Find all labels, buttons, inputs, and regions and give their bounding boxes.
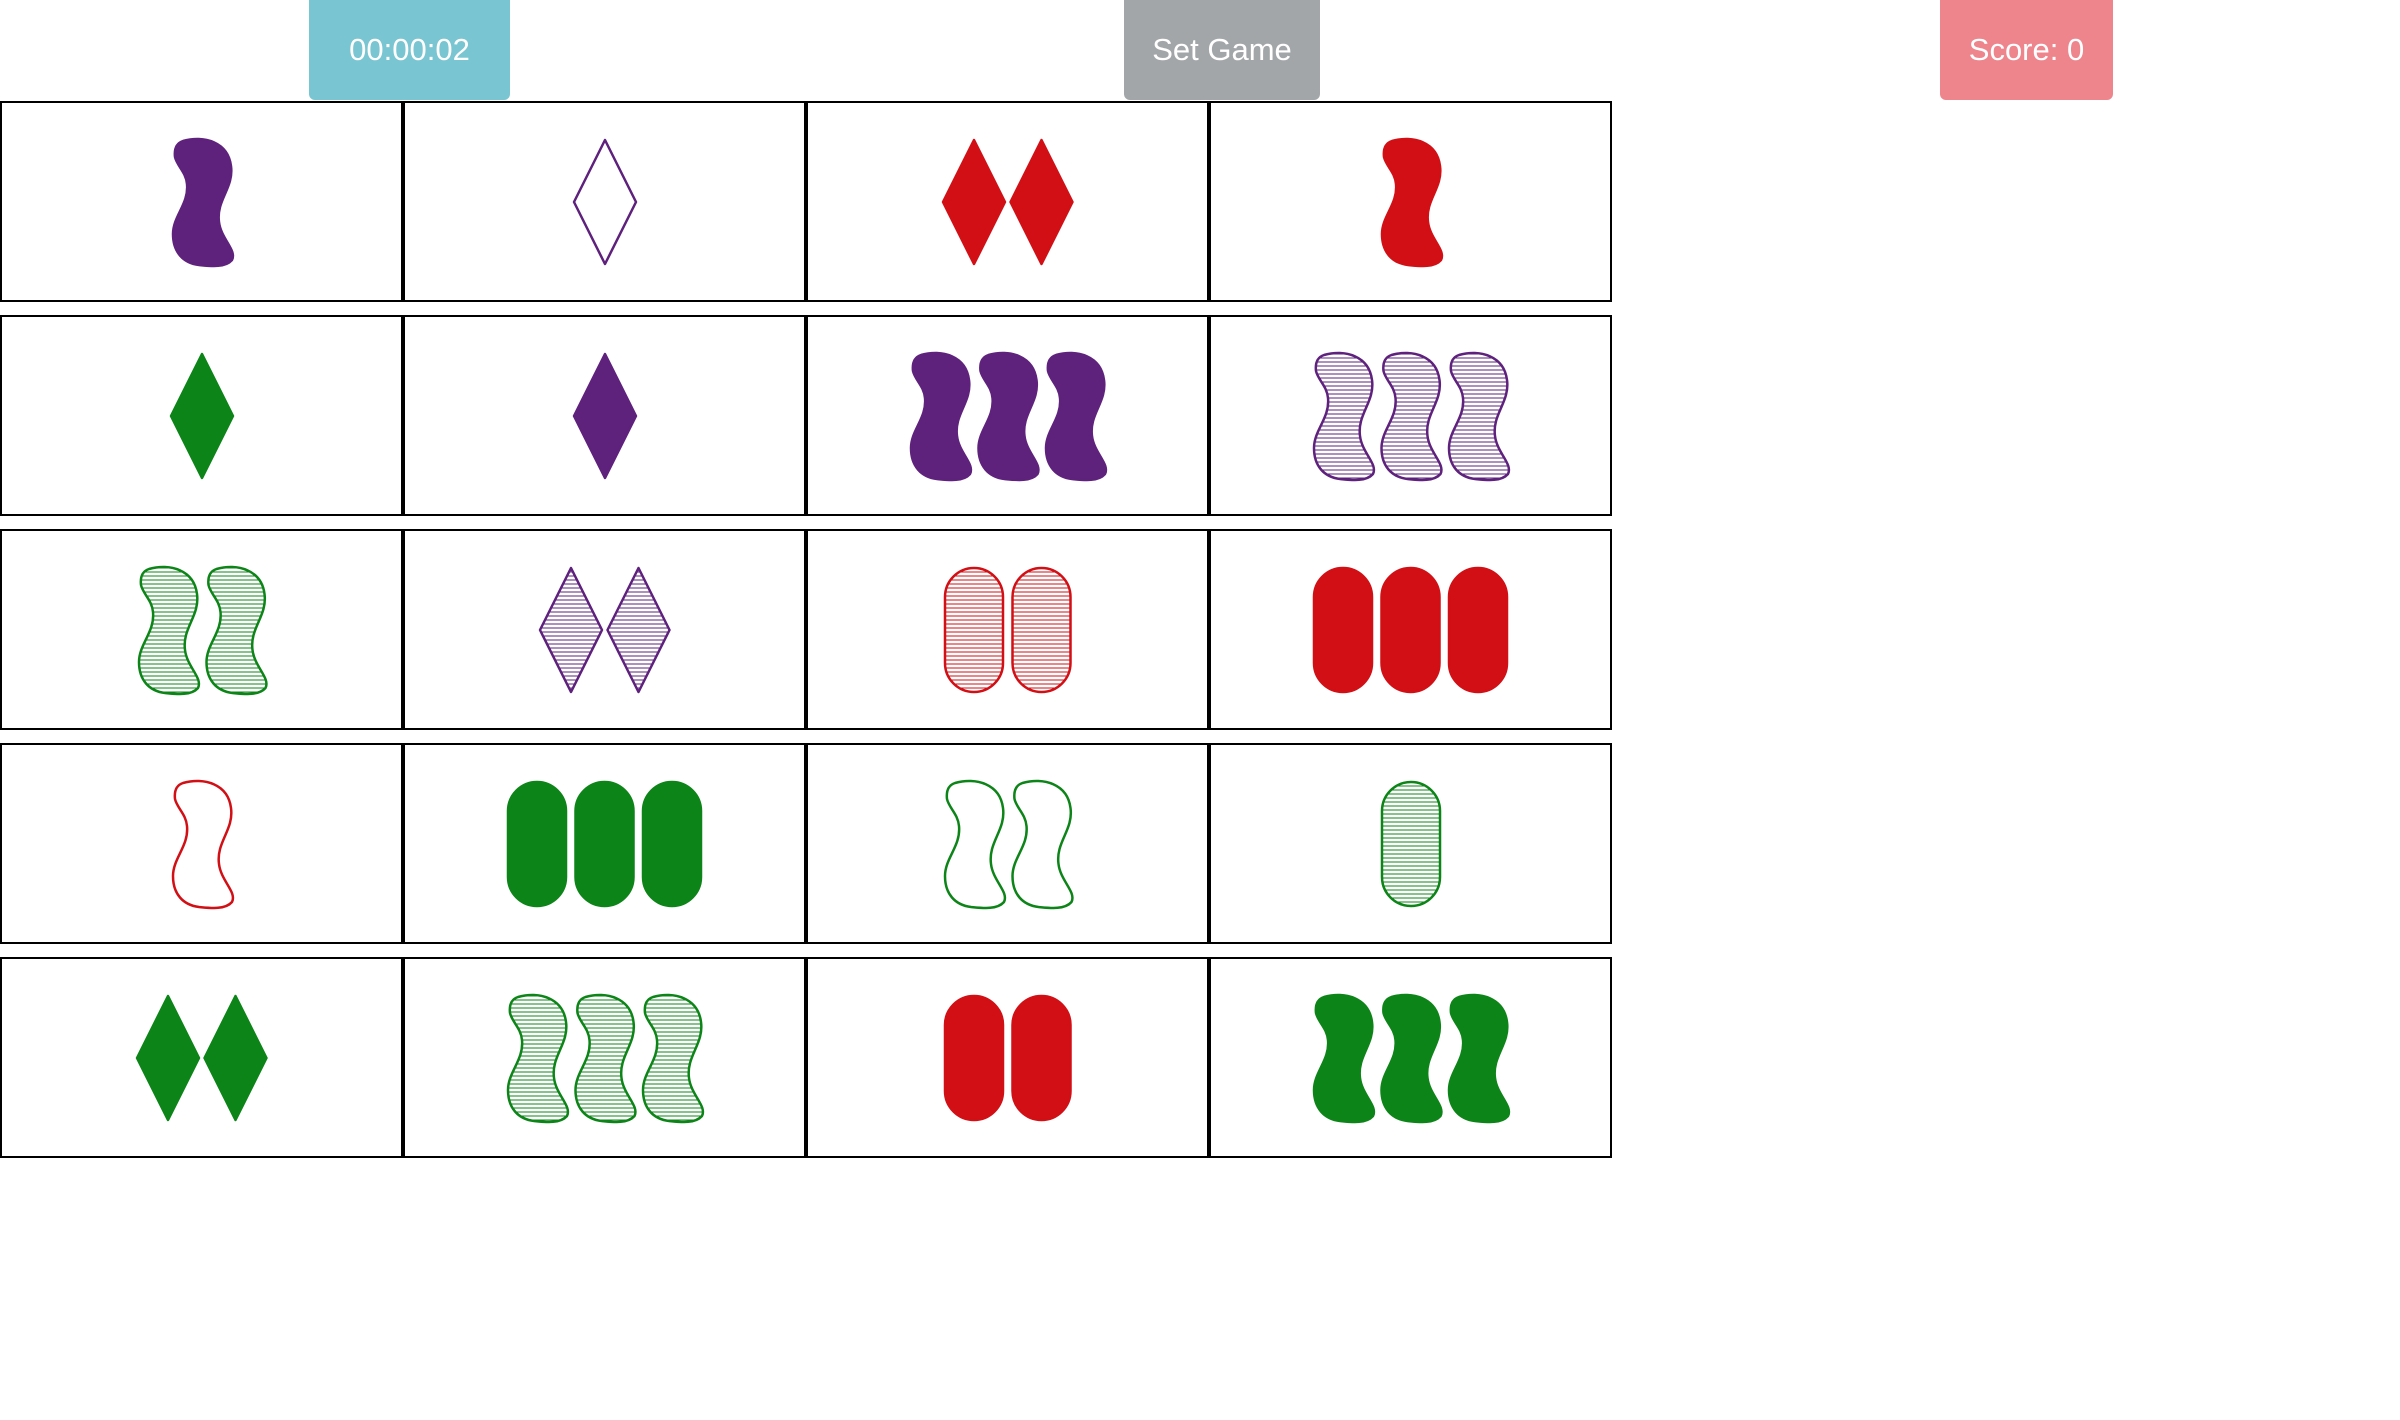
green-solid-diamond-icon <box>135 994 200 1121</box>
green-solid-squiggle-icon <box>1447 993 1511 1123</box>
green-striped-oval-icon <box>1380 780 1441 907</box>
card-3[interactable] <box>806 101 1209 302</box>
green-solid-squiggle-icon <box>1380 993 1443 1123</box>
red-striped-oval-icon <box>943 566 1004 693</box>
diamond-symbols <box>169 352 234 479</box>
squiggle-symbols <box>171 137 234 267</box>
squiggle-symbols <box>506 993 705 1123</box>
purple-solid-diamond-icon <box>572 352 637 479</box>
squiggle-symbols <box>1312 351 1511 481</box>
oval-symbols <box>943 994 1072 1121</box>
diamond-symbols <box>941 138 1074 265</box>
squiggle-symbols <box>171 779 234 909</box>
red-solid-oval-icon <box>1447 566 1509 693</box>
card-7[interactable] <box>806 315 1209 516</box>
squiggle-symbols <box>1312 993 1511 1123</box>
squiggle-symbols <box>909 351 1108 481</box>
card-15[interactable] <box>806 743 1209 944</box>
timer-button[interactable]: 00:00:02 <box>309 0 510 100</box>
card-16[interactable] <box>1209 743 1612 944</box>
set-game-button[interactable]: Set Game <box>1124 0 1320 100</box>
green-solid-diamond-icon <box>169 352 234 479</box>
purple-solid-squiggle-icon <box>171 137 234 267</box>
card-9[interactable] <box>0 529 403 730</box>
red-solid-squiggle-icon <box>1380 137 1443 267</box>
card-17[interactable] <box>0 957 403 1158</box>
card-13[interactable] <box>0 743 403 944</box>
card-14[interactable] <box>403 743 806 944</box>
red-solid-diamond-icon <box>941 138 1006 265</box>
oval-symbols <box>1380 780 1441 907</box>
score-button[interactable]: Score: 0 <box>1940 0 2113 100</box>
card-4[interactable] <box>1209 101 1612 302</box>
card-10[interactable] <box>403 529 806 730</box>
green-solid-squiggle-icon <box>1312 993 1376 1123</box>
card-1[interactable] <box>0 101 403 302</box>
diamond-symbols <box>135 994 268 1121</box>
green-striped-squiggle-icon <box>506 993 570 1123</box>
squiggle-symbols <box>943 779 1074 909</box>
purple-solid-squiggle-icon <box>977 351 1040 481</box>
red-solid-oval-icon <box>1312 566 1374 693</box>
card-20[interactable] <box>1209 957 1612 1158</box>
purple-solid-squiggle-icon <box>1044 351 1108 481</box>
diamond-symbols <box>572 138 637 265</box>
red-solid-oval-icon <box>943 994 1004 1121</box>
red-striped-oval-icon <box>1011 566 1072 693</box>
purple-striped-squiggle-icon <box>1380 351 1443 481</box>
card-board <box>0 101 1616 1158</box>
card-6[interactable] <box>403 315 806 516</box>
squiggle-symbols <box>1380 137 1443 267</box>
card-8[interactable] <box>1209 315 1612 516</box>
purple-solid-squiggle-icon <box>909 351 973 481</box>
green-solid-oval-icon <box>574 780 635 907</box>
diamond-symbols <box>538 566 671 693</box>
green-solid-oval-icon <box>641 780 703 907</box>
purple-striped-squiggle-icon <box>1312 351 1376 481</box>
purple-striped-diamond-icon <box>538 566 603 693</box>
oval-symbols <box>1312 566 1509 693</box>
red-open-squiggle-icon <box>171 779 234 909</box>
green-striped-squiggle-icon <box>641 993 705 1123</box>
card-12[interactable] <box>1209 529 1612 730</box>
green-striped-squiggle-icon <box>137 565 200 695</box>
purple-striped-diamond-icon <box>606 566 671 693</box>
card-5[interactable] <box>0 315 403 516</box>
green-striped-squiggle-icon <box>205 565 268 695</box>
green-open-squiggle-icon <box>1011 779 1074 909</box>
green-solid-diamond-icon <box>203 994 268 1121</box>
purple-open-diamond-icon <box>572 138 637 265</box>
red-solid-oval-icon <box>1380 566 1441 693</box>
green-striped-squiggle-icon <box>574 993 637 1123</box>
card-19[interactable] <box>806 957 1209 1158</box>
diamond-symbols <box>572 352 637 479</box>
oval-symbols <box>506 780 703 907</box>
green-solid-oval-icon <box>506 780 568 907</box>
card-2[interactable] <box>403 101 806 302</box>
card-11[interactable] <box>806 529 1209 730</box>
red-solid-oval-icon <box>1011 994 1072 1121</box>
red-solid-diamond-icon <box>1009 138 1074 265</box>
purple-striped-squiggle-icon <box>1447 351 1511 481</box>
squiggle-symbols <box>137 565 268 695</box>
top-bar: 00:00:02 Set Game Score: 0 <box>0 0 2400 100</box>
oval-symbols <box>943 566 1072 693</box>
green-open-squiggle-icon <box>943 779 1006 909</box>
card-18[interactable] <box>403 957 806 1158</box>
